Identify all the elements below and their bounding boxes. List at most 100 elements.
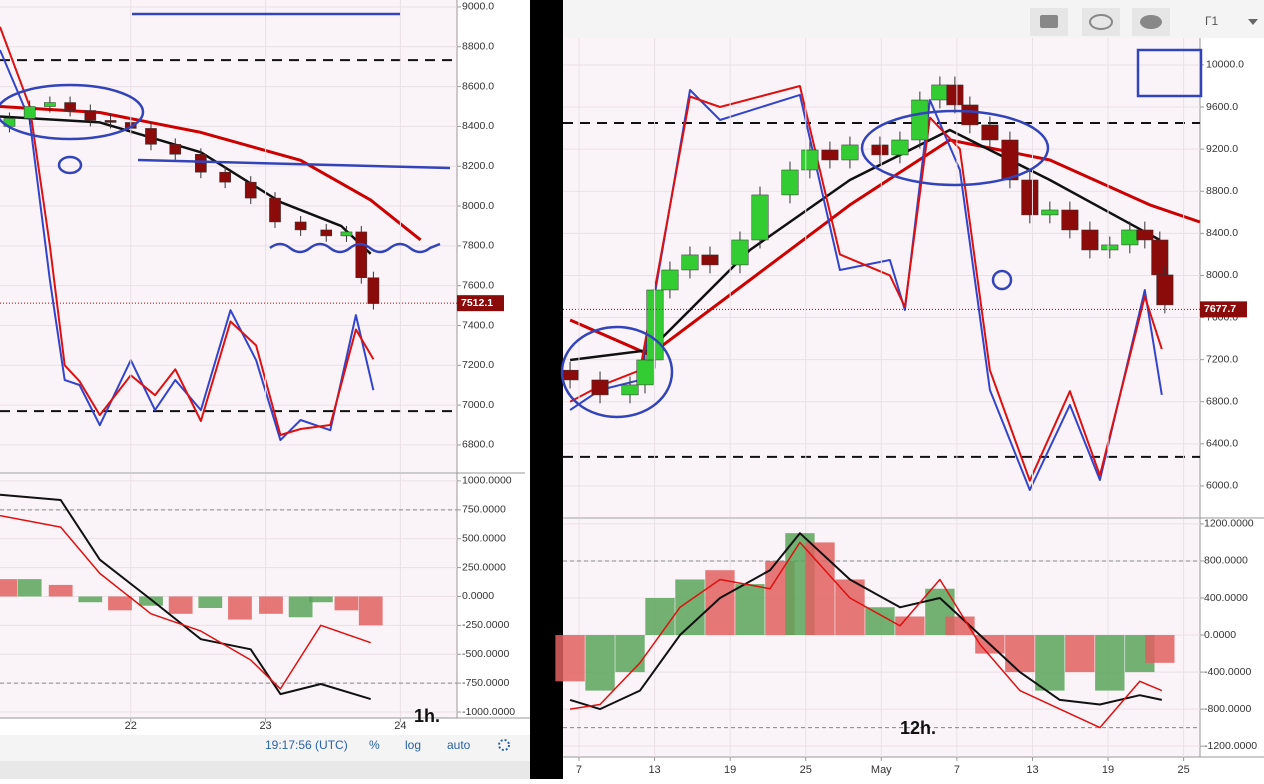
cloud-icon <box>1140 15 1162 29</box>
y-tick-label: 800.0000 <box>1204 555 1248 567</box>
y-tick-label: 8600.0 <box>462 80 494 92</box>
candle-body <box>294 221 307 231</box>
histogram-bar <box>168 596 193 614</box>
drawing <box>860 109 1050 187</box>
indicator-line <box>569 138 1201 357</box>
candle-body <box>871 144 889 156</box>
interval[interactable]: Г1 <box>1205 14 1218 28</box>
clock: 19:17:56 (UTC) <box>265 738 348 752</box>
y-tick-label: 1200.0000 <box>1204 518 1254 530</box>
candle-body <box>84 110 97 121</box>
candle-body <box>1041 209 1059 216</box>
camera-icon <box>1040 15 1058 28</box>
log-button[interactable]: log <box>405 738 421 752</box>
y-tick-label: 9000.0 <box>462 1 494 13</box>
x-tick-label: 25 <box>800 764 812 776</box>
candle-body <box>841 144 859 161</box>
candle-body <box>1021 179 1039 216</box>
candle-body <box>367 277 380 304</box>
histogram-bar <box>1035 635 1065 691</box>
settings-button[interactable] <box>498 739 510 751</box>
y-tick-label: 400.0000 <box>1204 592 1248 604</box>
candle-body <box>1081 229 1099 251</box>
x-tick-label: 25 <box>1177 764 1189 776</box>
candle-body <box>1136 229 1154 241</box>
histogram-bar <box>1145 635 1175 663</box>
candle-body <box>701 254 719 266</box>
drawing <box>137 158 451 170</box>
y-tick-label: 7800.0 <box>462 240 494 252</box>
histogram-bar <box>735 584 765 636</box>
y-tick-label: -400.0000 <box>1204 666 1251 678</box>
candle-body <box>961 104 979 126</box>
status-bar <box>0 735 530 761</box>
indicator-line <box>0 49 375 442</box>
indicator-line <box>0 514 371 690</box>
candle-body <box>681 254 699 271</box>
x-tick-label: 7 <box>576 764 582 776</box>
candle-body <box>751 194 769 241</box>
y-tick-label: 250.0000 <box>462 561 506 573</box>
y-tick-label: 8800.0 <box>462 41 494 53</box>
last-price-label: 7512.1 <box>461 297 493 309</box>
histogram-bar <box>615 635 645 673</box>
candle-body <box>661 269 679 291</box>
histogram-bar <box>645 597 675 636</box>
histogram-bar <box>865 607 895 636</box>
percent-button[interactable]: % <box>369 738 380 752</box>
panel: 1000.0000 750.0000 500.0000 250.0000 0.0000 -… <box>0 0 515 732</box>
timeframe-label: 12h. <box>900 718 936 738</box>
x-tick-label: 13 <box>648 764 660 776</box>
y-tick-label: 8000.0 <box>462 200 494 212</box>
candle-body <box>145 128 157 145</box>
candle-body <box>1121 229 1139 246</box>
candle-body <box>195 154 207 173</box>
candle-body <box>44 102 56 107</box>
candle-body <box>821 149 839 161</box>
candle-body <box>946 84 964 106</box>
y-tick-label: 6000.0 <box>1206 480 1238 492</box>
x-tick-label: 22 <box>125 720 137 732</box>
candle-body <box>621 384 639 396</box>
indicator-line <box>0 26 375 436</box>
y-tick-label: -500.0000 <box>462 648 509 660</box>
drawing <box>1136 48 1203 98</box>
histogram-bar <box>17 579 42 597</box>
drawing <box>560 325 674 419</box>
y-tick-label: 7400.0 <box>462 319 494 331</box>
y-tick-label: 7600.0 <box>462 279 494 291</box>
drawings <box>0 12 1203 419</box>
y-tick-label: 9200.0 <box>1206 143 1238 155</box>
drawing <box>0 83 145 141</box>
y-tick-label: 0.0000 <box>462 590 494 602</box>
candle-body <box>636 359 654 386</box>
candle-body <box>64 102 76 111</box>
y-tick-label: 7000.0 <box>462 399 494 411</box>
y-tick-label: -750.0000 <box>462 677 509 689</box>
histogram-bar <box>259 596 283 614</box>
histogram-bar <box>198 596 223 609</box>
candle-body <box>104 120 117 123</box>
indicator-line <box>569 541 1163 729</box>
candle-body <box>731 239 749 266</box>
auto-button[interactable]: auto <box>447 738 471 752</box>
x-tick-label: 13 <box>1026 764 1038 776</box>
candle-body <box>931 84 949 101</box>
y-tick-label: 6400.0 <box>1206 438 1238 450</box>
histogram-bar <box>895 616 925 636</box>
candle-body <box>219 171 231 183</box>
x-tick-label: 24 <box>394 720 406 732</box>
histogram-bar <box>308 596 333 603</box>
load-button[interactable] <box>1082 8 1120 36</box>
candle-body <box>1151 239 1169 276</box>
y-tick-label: -1000.0000 <box>462 706 515 718</box>
histogram-bar <box>108 596 132 611</box>
y-tick-label: -1200.0000 <box>1204 740 1257 752</box>
histogram-bar <box>945 616 975 636</box>
y-tick-label: 10000.0 <box>1206 59 1244 71</box>
status-bar <box>0 761 530 779</box>
y-tick-label: 0.0000 <box>1204 629 1236 641</box>
candle-body <box>1001 139 1019 181</box>
histogram-bar <box>48 584 73 597</box>
